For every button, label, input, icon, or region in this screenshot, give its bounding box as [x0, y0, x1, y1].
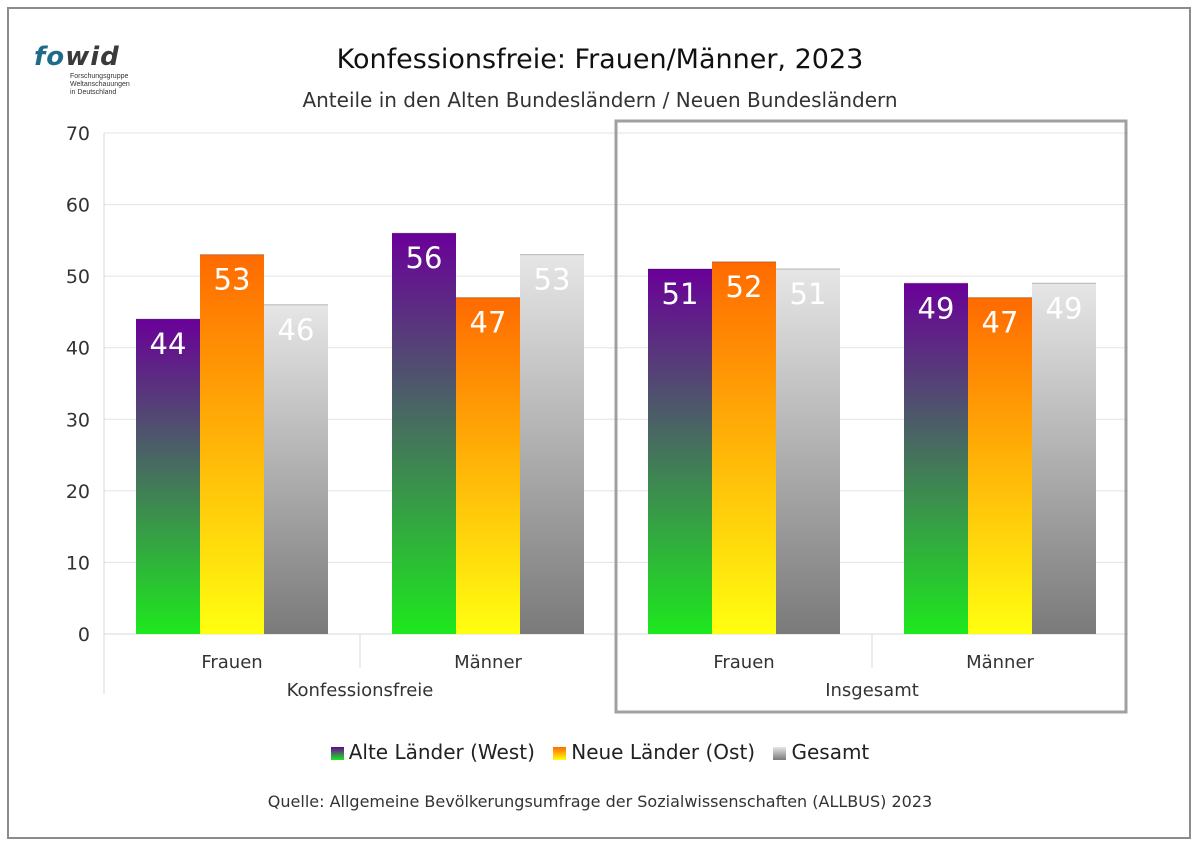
legend-swatch-west [330, 747, 344, 760]
insgesamt-highlight-box [614, 119, 1128, 714]
legend-item-gesamt: Gesamt [773, 740, 869, 764]
fowid-logo: fowid Forschungsgruppe Weltanschauungen … [34, 42, 144, 106]
bar-value-label: 46 [278, 313, 315, 347]
x-group-label: Insgesamt [825, 680, 919, 701]
bar-west [904, 283, 968, 634]
bar-value-label: 51 [662, 277, 699, 311]
bar-ost [968, 297, 1032, 634]
bar-value-label: 56 [406, 241, 443, 275]
bar-west [136, 319, 200, 634]
bar-value-label: 53 [534, 263, 571, 297]
bar-west [648, 268, 712, 634]
bar-value-label: 47 [982, 306, 1019, 340]
bar-value-label: 51 [790, 277, 827, 311]
bar-west [392, 233, 456, 634]
logo-wordmark: fowid [34, 42, 120, 72]
x-category-label: Frauen [713, 652, 774, 673]
bar-value-label: 44 [150, 327, 187, 361]
y-tick-label: 30 [66, 409, 90, 431]
bar-ost [456, 297, 520, 634]
bar-gesamt [776, 268, 840, 634]
x-category-label: Männer [454, 652, 522, 673]
y-tick-label: 10 [66, 552, 90, 574]
y-tick-label: 50 [66, 266, 90, 288]
bars [136, 232, 1096, 634]
legend-item-ost: Neue Länder (Ost) [553, 740, 755, 764]
y-tick-label: 60 [66, 195, 90, 217]
y-tick-label: 40 [66, 338, 90, 360]
highlight-box [614, 119, 1128, 714]
bar-gesamt [1032, 283, 1096, 634]
legend-swatch-ost [553, 747, 567, 760]
bar-labels: 44 53 46 56 47 53 51 52 51 49 47 49 [150, 241, 1083, 361]
source-note: Quelle: Allgemeine Bevölkerungsumfrage d… [267, 792, 933, 811]
y-tick-label: 0 [78, 624, 90, 646]
x-category-label: Männer [966, 652, 1034, 673]
x-category-label: Frauen [201, 652, 262, 673]
bar-value-label: 49 [1046, 291, 1083, 325]
bar-value-label: 52 [726, 270, 763, 304]
bar-value-label: 49 [918, 291, 955, 325]
y-tick-label: 20 [66, 481, 90, 503]
legend-item-west: Alte Länder (West) [330, 740, 535, 764]
x-group-label: Konfessionsfreie [287, 680, 434, 701]
bar-ost [712, 261, 776, 634]
bar-value-label: 53 [214, 263, 251, 297]
bar-value-label: 47 [470, 306, 507, 340]
bar-gesamt [264, 304, 328, 634]
legend: Alte Länder (West) Neue Länder (Ost) Ges… [0, 740, 1200, 764]
legend-swatch-gesamt [773, 747, 787, 760]
chart-subtitle: Anteile in den Alten Bundesländern / Neu… [302, 88, 898, 112]
bar-ost [200, 254, 264, 634]
y-tick-label: 70 [66, 123, 90, 145]
bar-gesamt [520, 254, 584, 634]
chart-title: Konfessionsfreie: Frauen/Männer, 2023 [336, 44, 864, 75]
logo-subtitle: Forschungsgruppe Weltanschauungen in Deu… [70, 73, 130, 96]
